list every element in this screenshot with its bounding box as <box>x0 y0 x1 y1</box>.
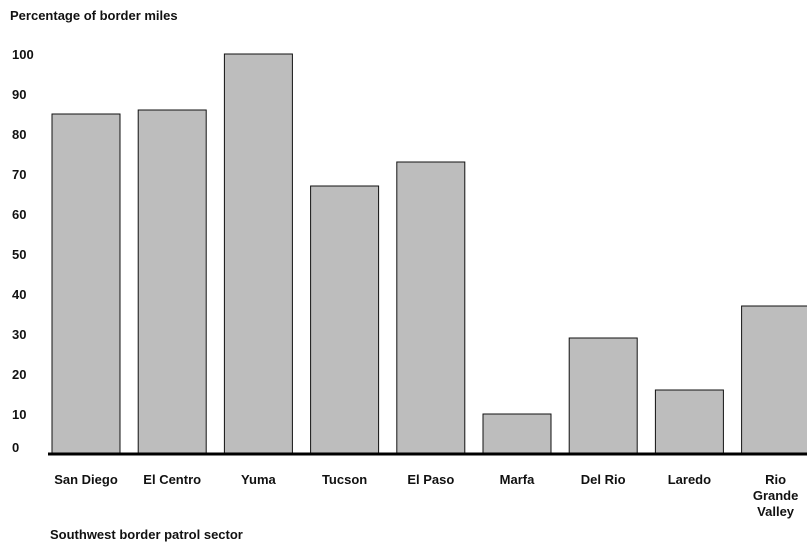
x-tick-label-line: Marfa <box>500 472 535 487</box>
y-tick-label: 10 <box>12 407 26 422</box>
y-tick-label: 40 <box>12 287 26 302</box>
x-tick-label-line: Laredo <box>668 472 711 487</box>
y-tick-label: 80 <box>12 127 26 142</box>
y-tick-label: 20 <box>12 367 26 382</box>
x-tick-label-line: San Diego <box>54 472 118 487</box>
y-axis-title: Percentage of border miles <box>10 8 178 23</box>
x-tick-label-line: Valley <box>757 504 795 519</box>
x-tick-label-line: El Paso <box>407 472 454 487</box>
bar-laredo <box>654 389 724 455</box>
x-tick-label-line: Del Rio <box>581 472 626 487</box>
bar-rio-grande-valley <box>741 305 807 455</box>
bars <box>51 53 807 455</box>
x-tick-label: Marfa <box>500 472 535 487</box>
x-tick-label-line: Rio <box>765 472 786 487</box>
x-tick-label: Del Rio <box>581 472 626 487</box>
y-tick-label: 60 <box>12 207 26 222</box>
x-axis-title: Southwest border patrol sector <box>50 527 243 542</box>
bar-del-rio <box>568 337 638 455</box>
x-tick-label-line: Yuma <box>241 472 276 487</box>
y-tick-label: 0 <box>12 440 19 455</box>
x-tick-label-line: Tucson <box>322 472 367 487</box>
x-axis-ticks: San Diego El Centro Yuma Tucson El Paso Marfa… <box>54 472 798 519</box>
bar-el-paso <box>396 161 466 455</box>
x-tick-label: Yuma <box>241 472 276 487</box>
x-tick-label-line: Grande <box>753 488 799 503</box>
x-tick-label-line: El Centro <box>143 472 201 487</box>
x-tick-label: Laredo <box>668 472 711 487</box>
bar-san-diego <box>51 113 121 455</box>
x-tick-label: San Diego <box>54 472 118 487</box>
y-tick-label: 90 <box>12 87 26 102</box>
y-axis-ticks: 0 10 20 30 40 50 60 70 80 90 100 <box>12 47 34 455</box>
y-tick-label: 70 <box>12 167 26 182</box>
bar-el-centro <box>137 109 207 455</box>
bar-tucson <box>310 185 380 455</box>
x-tick-label: Rio Grande Valley <box>753 472 799 519</box>
y-tick-label: 100 <box>12 47 34 62</box>
x-tick-label: Tucson <box>322 472 367 487</box>
x-tick-label: El Paso <box>407 472 454 487</box>
bar-marfa <box>482 413 552 455</box>
y-tick-label: 50 <box>12 247 26 262</box>
bar-yuma <box>223 53 293 455</box>
y-tick-label: 30 <box>12 327 26 342</box>
x-tick-label: El Centro <box>143 472 201 487</box>
